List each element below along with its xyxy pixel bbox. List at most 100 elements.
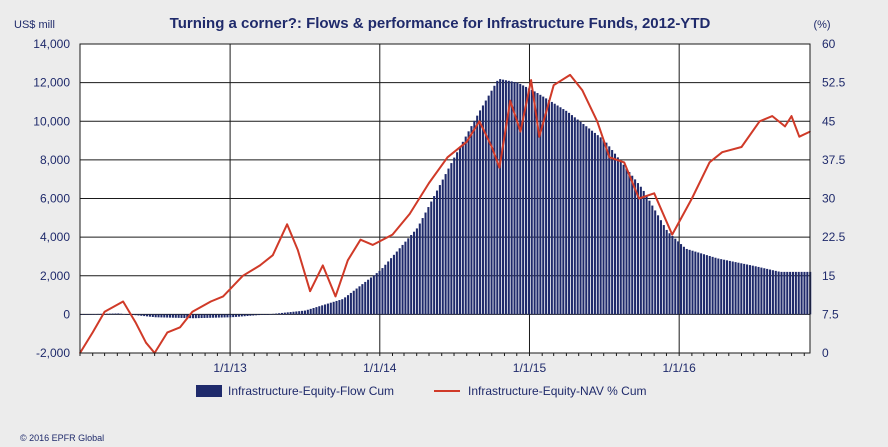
flow-bar <box>625 168 628 315</box>
left-tick-label: 0 <box>63 307 70 321</box>
flow-bar <box>246 314 249 316</box>
left-tick-label: 8,000 <box>40 153 70 167</box>
flow-bar <box>111 313 114 315</box>
flow-bar <box>481 105 484 315</box>
flow-bar <box>344 297 347 315</box>
flow-bar <box>737 262 740 315</box>
flow-bar <box>513 81 516 315</box>
flow-bar <box>94 314 97 315</box>
nav-point <box>347 259 349 262</box>
flow-bar <box>418 223 421 315</box>
flow-bar <box>361 284 364 315</box>
flow-bar <box>252 314 255 316</box>
flow-bar <box>496 80 499 315</box>
flow-bar <box>191 314 195 319</box>
flow-bar <box>616 157 619 315</box>
nav-point <box>166 331 169 334</box>
flow-bar <box>378 270 381 315</box>
flow-bar <box>659 220 662 315</box>
flow-bar <box>82 314 85 315</box>
flow-bar <box>203 314 206 318</box>
flow-bar <box>674 238 677 315</box>
flow-bar <box>120 313 123 315</box>
flow-bar <box>346 295 350 315</box>
flow-bar <box>163 314 166 318</box>
flow-bar <box>576 119 579 315</box>
flow-bar <box>771 270 774 315</box>
flow-bar <box>628 172 631 315</box>
flow-bar <box>257 314 261 316</box>
flow-bar <box>318 306 321 315</box>
flow-bar <box>740 263 743 315</box>
flow-bar <box>269 314 272 315</box>
flow-bar <box>800 271 803 315</box>
flow-bar <box>746 264 749 315</box>
flow-bar <box>797 271 800 315</box>
right-tick-label: 22.5 <box>822 230 846 244</box>
nav-point <box>596 120 598 123</box>
flow-bar <box>329 302 332 315</box>
nav-point <box>259 264 261 267</box>
flow-bar <box>467 131 470 315</box>
flow-bar <box>651 205 654 315</box>
nav-point <box>145 341 147 344</box>
flow-bar <box>708 255 711 315</box>
nav-point <box>271 254 274 256</box>
flow-bar <box>303 310 306 315</box>
flow-bar <box>573 117 576 315</box>
flow-bar <box>490 90 493 315</box>
flow-bar <box>398 248 401 315</box>
flow-bar <box>137 314 140 316</box>
flow-bar <box>507 80 510 315</box>
flow-bar <box>596 135 599 315</box>
flow-bar <box>240 314 243 317</box>
flow-bar <box>321 305 324 315</box>
flow-bar <box>533 91 536 315</box>
flow-bar <box>166 314 169 318</box>
flow-bar <box>639 186 642 315</box>
flow-bar <box>209 314 212 318</box>
left-axis-ticks: 14,000 12,000 10,000 8,000 6,000 4,000 2,000 0 -… <box>33 37 70 360</box>
flow-bar <box>217 314 220 318</box>
nav-point <box>653 192 655 195</box>
flow-bar <box>668 233 671 315</box>
flow-bar <box>312 307 315 315</box>
flow-bar <box>803 271 806 315</box>
flow-bar <box>682 246 685 315</box>
flow-bar <box>349 292 352 315</box>
flow-bar <box>413 231 416 315</box>
flow-bar <box>748 265 751 315</box>
legend-swatch-flow <box>196 385 222 397</box>
flow-bar <box>186 314 189 319</box>
flow-bar <box>605 142 608 315</box>
flow-bar <box>547 100 551 315</box>
flow-bar <box>194 314 197 319</box>
flow-bar <box>286 312 289 315</box>
flow-bar <box>114 313 117 315</box>
flow-bar <box>702 254 706 315</box>
nav-point <box>581 89 584 92</box>
left-tick-label: 2,000 <box>40 269 70 283</box>
flow-bar <box>289 312 292 315</box>
flow-bar <box>493 85 496 315</box>
flow-bar <box>565 110 568 315</box>
flow-bar <box>85 314 88 315</box>
flow-bar <box>700 253 703 315</box>
flow-bar <box>464 136 467 315</box>
flow-bar <box>536 93 539 315</box>
flow-bar <box>763 268 766 315</box>
flow-bar <box>677 241 680 315</box>
flow-bar <box>88 314 91 315</box>
flow-bar <box>484 100 487 315</box>
nav-point <box>671 233 674 236</box>
nav-point <box>638 197 640 200</box>
flow-bar <box>309 308 312 315</box>
flow-bar <box>450 163 453 315</box>
flow-bar <box>341 299 344 315</box>
nav-point <box>721 151 724 153</box>
flow-bar <box>579 121 582 315</box>
nav-point <box>103 311 106 313</box>
flow-bar <box>461 141 464 315</box>
flow-bar <box>108 313 111 315</box>
left-tick-label: 4,000 <box>40 230 70 244</box>
